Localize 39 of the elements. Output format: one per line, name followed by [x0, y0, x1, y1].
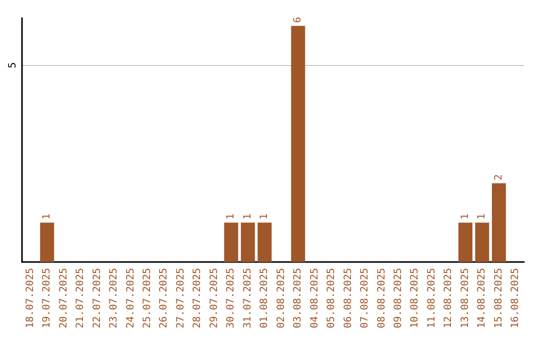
- x-tick-label: 25.07.2025: [142, 268, 153, 328]
- x-tick-label: 04.08.2025: [309, 268, 320, 328]
- data-label: 2: [493, 174, 504, 180]
- data-label: 1: [460, 214, 471, 220]
- x-tick-label: 07.08.2025: [360, 268, 371, 328]
- x-tick-label: 30.07.2025: [226, 268, 237, 328]
- x-tick-label: 19.07.2025: [42, 268, 53, 328]
- x-tick-label: 05.08.2025: [326, 268, 338, 328]
- x-tick-label: 11.08.2025: [426, 268, 438, 328]
- x-tick-label: 14.08.2025: [476, 268, 488, 328]
- x-tick-label: 16.08.2025: [510, 268, 522, 328]
- x-tick-label: 13.08.2025: [460, 268, 471, 328]
- x-tick-label: 20.07.2025: [58, 268, 70, 328]
- data-label: 1: [476, 214, 488, 220]
- x-tick-label: 01.08.2025: [259, 268, 270, 328]
- x-tick-label: 06.08.2025: [342, 268, 354, 328]
- x-tick-label: 24.07.2025: [125, 268, 136, 328]
- x-tick-label: 09.08.2025: [393, 268, 404, 328]
- x-tick-label: 15.08.2025: [493, 268, 504, 328]
- x-tick-label: 18.07.2025: [24, 268, 36, 328]
- data-label: 1: [242, 214, 254, 220]
- x-tick-label: 23.07.2025: [108, 268, 120, 328]
- x-tick-label: 28.07.2025: [192, 268, 204, 328]
- data-label: 1: [226, 214, 237, 220]
- x-tick-label: 29.07.2025: [208, 268, 220, 328]
- x-tick-label: 22.07.2025: [92, 268, 103, 328]
- y-tick-label: 5: [8, 62, 18, 68]
- x-tick-label: 31.07.2025: [242, 268, 254, 328]
- x-tick-label: 10.08.2025: [410, 268, 421, 328]
- x-tick-label: 03.08.2025: [292, 268, 304, 328]
- x-tick-label: 02.08.2025: [276, 268, 287, 328]
- data-label: 1: [259, 214, 270, 220]
- x-tick-label: 12.08.2025: [443, 268, 454, 328]
- x-tick-label: 21.07.2025: [75, 268, 86, 328]
- x-tick-label: 26.07.2025: [158, 268, 170, 328]
- data-label: 6: [292, 16, 304, 23]
- data-label: 1: [42, 214, 53, 220]
- x-tick-label: 08.08.2025: [376, 268, 388, 328]
- x-tick-label: 27.07.2025: [175, 268, 186, 328]
